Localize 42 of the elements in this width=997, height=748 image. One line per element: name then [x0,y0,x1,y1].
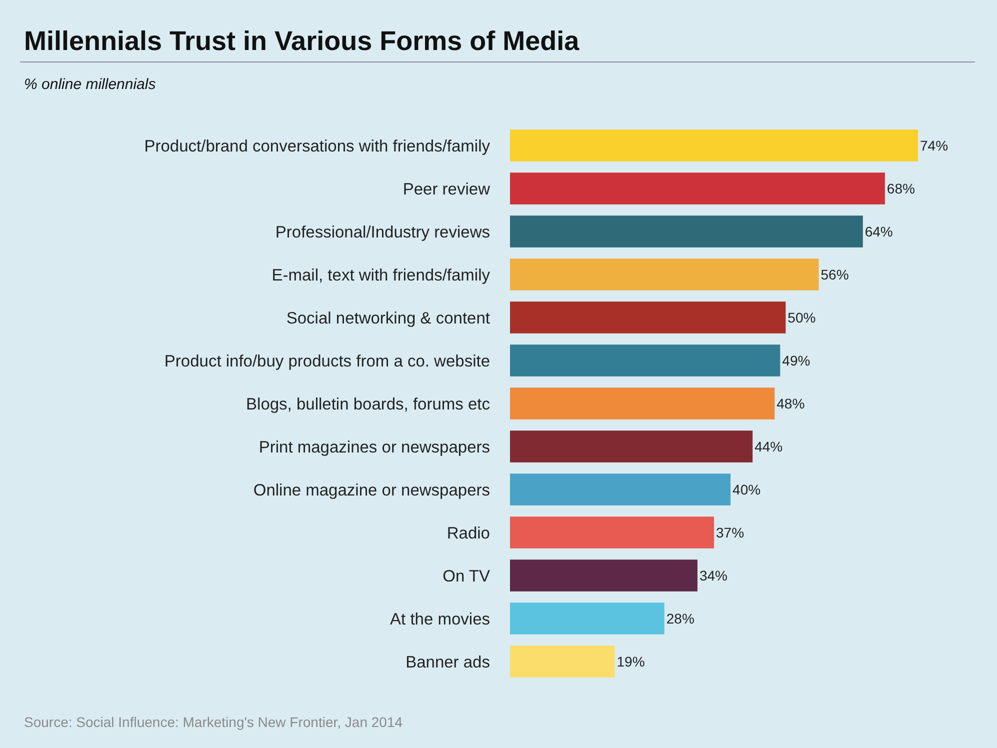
data-label: 37% [716,524,744,540]
chart-title: Millennials Trust in Various Forms of Media [24,26,580,56]
bar [510,302,786,334]
text: % online millennials [24,76,156,93]
bar [510,344,780,376]
bar [510,430,753,462]
data-label: 56% [820,266,849,282]
y-tick-label: On TV [442,567,490,586]
y-tick-label: Online magazine or newspapers [253,481,490,500]
data-label: 48% [776,395,805,412]
bar [510,172,885,204]
data-label: 50% [788,309,816,326]
data-label: 74% [920,137,948,154]
bar [510,602,664,634]
y-tick-label: Social networking & content [286,309,490,328]
bar [510,388,775,420]
y-tick-label: Banner ads [406,653,490,672]
data-label: 49% [782,352,810,368]
y-tick-label: Blogs, bulletin boards, forums etc [246,395,490,414]
y-tick-label: Print magazines or newspapers [258,438,490,456]
y-tick-label: E-mail, text with friends/family [272,266,491,284]
y-tick-label: Product info/buy products from a co. website [164,352,490,370]
y-tick-label: Peer review [402,180,490,198]
y-tick-label: Professional/Industry reviews [275,223,490,242]
bar [510,258,819,290]
bar [510,646,615,678]
bar [510,216,863,248]
bar [510,130,918,162]
y-tick-label: At the movies [390,610,490,628]
y-tick-label: Radio [446,524,490,542]
data-label: 34% [699,567,728,584]
data-label: 68% [886,180,915,196]
data-label: 64% [864,223,893,240]
data-label: 40% [732,481,761,498]
bar [510,560,698,592]
y-tick-label: Product/brand conversations with friends/family [144,137,491,156]
source-note: Source: Social Influence: Marketing's New Frontier, Jan 2014 [24,714,403,730]
data-label: 28% [666,610,694,626]
data-label: 19% [616,653,645,670]
bar [510,516,714,548]
data-label: 44% [754,438,783,454]
bar [510,474,731,506]
